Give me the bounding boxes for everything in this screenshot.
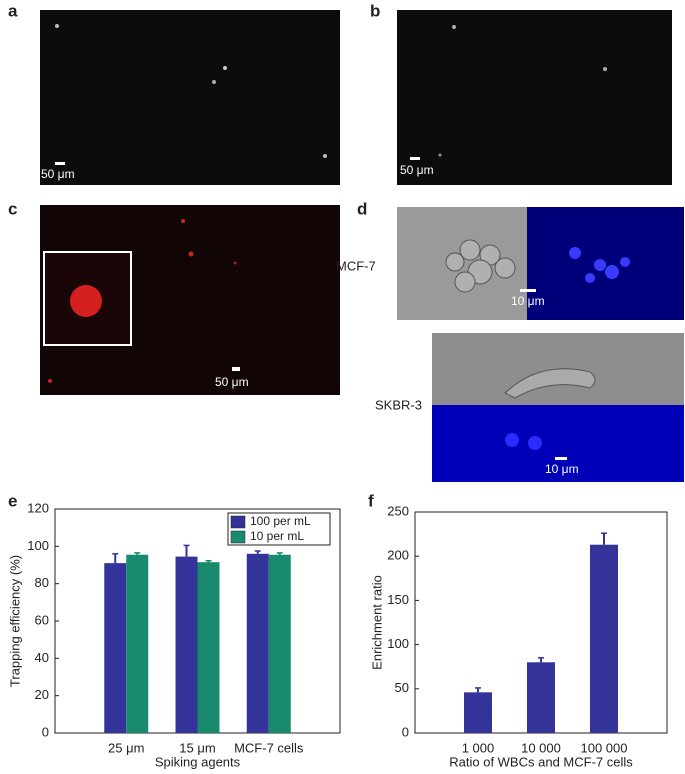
y-tick-label: 150: [387, 592, 409, 607]
cell: [188, 251, 194, 257]
particle: [323, 154, 327, 158]
sample-label: SKBR-3: [375, 397, 422, 412]
nuclei: [569, 247, 630, 283]
x-tick-label: 25 μm: [108, 740, 144, 755]
panel-label: e: [8, 491, 17, 510]
y-tick-label: 60: [35, 612, 49, 627]
x-tick-label: 15 μm: [179, 740, 215, 755]
particle: [55, 24, 59, 28]
scale-label: 10 μm: [511, 294, 545, 308]
y-tick-label: 0: [402, 724, 409, 739]
bar: [268, 554, 291, 733]
panel-label: d: [357, 199, 367, 218]
particle: [603, 67, 607, 71]
y-tick-label: 100: [27, 538, 49, 553]
bar: [126, 554, 149, 733]
y-tick-label: 250: [387, 503, 409, 518]
legend-swatch: [230, 530, 246, 544]
y-tick-label: 120: [27, 500, 49, 515]
cells: [445, 239, 516, 293]
scale-label: 50 μm: [400, 163, 434, 177]
y-tick-label: 80: [35, 575, 49, 590]
scale-bar: [520, 289, 536, 292]
cell: [233, 261, 237, 265]
bar: [464, 692, 492, 733]
sample-label: MCF-7: [336, 258, 376, 273]
scale-label: 10 μm: [545, 462, 579, 476]
x-axis-label: Spiking agents: [155, 754, 241, 769]
bar: [197, 562, 220, 733]
fluorescence: [432, 405, 684, 482]
bar: [175, 556, 198, 733]
bar: [246, 553, 269, 733]
particle: [212, 80, 216, 84]
nucleus: [505, 433, 519, 447]
x-axis-label: Ratio of WBCs and MCF-7 cells: [449, 754, 633, 769]
x-tick-label: 1 000: [462, 740, 495, 755]
particle: [438, 153, 442, 157]
panel-label: b: [370, 1, 380, 20]
panel-label: a: [8, 1, 18, 20]
cell: [181, 219, 185, 223]
y-axis-label: Trapping efficiency (%): [7, 555, 22, 687]
bar: [590, 544, 618, 733]
y-tick-label: 40: [35, 650, 49, 665]
nucleus: [528, 436, 542, 450]
y-tick-label: 100: [387, 636, 409, 651]
y-tick-label: 0: [42, 724, 49, 739]
scale-bar: [232, 367, 240, 371]
legend-swatch: [230, 515, 246, 529]
y-tick-label: 20: [35, 687, 49, 702]
bar: [527, 662, 555, 733]
cell: [48, 379, 52, 383]
scale-label: 50 μm: [41, 167, 75, 181]
legend-label: 10 per mL: [250, 529, 304, 543]
y-axis-label: Enrichment ratio: [369, 575, 384, 670]
scale-bar: [410, 157, 420, 160]
x-tick-label: 10 000: [521, 740, 561, 755]
legend-label: 100 per mL: [250, 514, 311, 528]
cell: [70, 285, 102, 317]
cell: [504, 368, 596, 399]
scale-bar: [555, 457, 567, 460]
y-tick-label: 200: [387, 548, 409, 563]
particle: [223, 66, 227, 70]
scale-label: 50 μm: [215, 375, 249, 389]
panel-label: f: [368, 491, 374, 510]
micrograph: [397, 10, 672, 185]
particle: [452, 25, 456, 29]
scale-bar: [55, 162, 65, 165]
y-tick-label: 50: [395, 680, 409, 695]
panel-label: c: [8, 199, 17, 218]
micrograph: [40, 10, 340, 185]
x-tick-label: MCF-7 cells: [234, 740, 304, 755]
bar: [104, 563, 127, 733]
x-tick-label: 100 000: [581, 740, 628, 755]
